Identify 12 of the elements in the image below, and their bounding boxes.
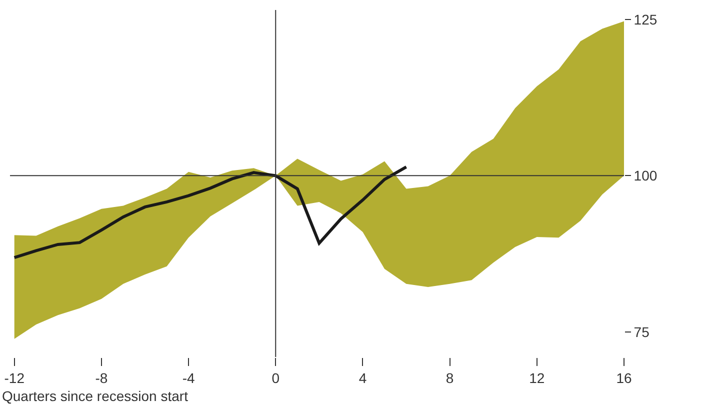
x-tick-label: 8 [446,370,454,386]
x-tick-label: 0 [272,370,280,386]
x-tick-label: -4 [182,370,195,386]
x-tick-label: 12 [529,370,545,386]
y-tick-label: 125 [634,11,658,28]
x-tick-label: 16 [616,370,632,386]
y-tick-label: 75 [634,324,650,340]
x-axis-title: Quarters since recession start [2,388,188,404]
x-tick-label: -12 [4,370,25,386]
x-tick-label: -8 [95,370,108,386]
x-tick-label: 4 [358,370,367,386]
y-tick-label: 100 [634,168,658,184]
